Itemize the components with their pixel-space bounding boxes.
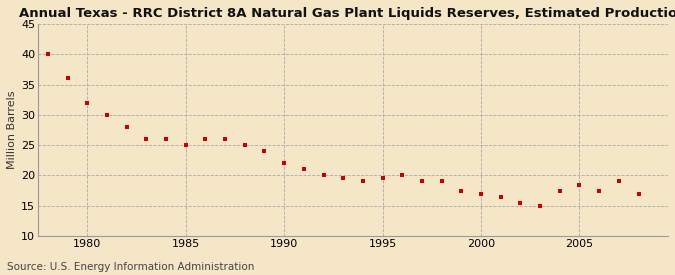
Y-axis label: Million Barrels: Million Barrels bbox=[7, 91, 17, 169]
Text: Source: U.S. Energy Information Administration: Source: U.S. Energy Information Administ… bbox=[7, 262, 254, 272]
Title: Annual Texas - RRC District 8A Natural Gas Plant Liquids Reserves, Estimated Pro: Annual Texas - RRC District 8A Natural G… bbox=[19, 7, 675, 20]
